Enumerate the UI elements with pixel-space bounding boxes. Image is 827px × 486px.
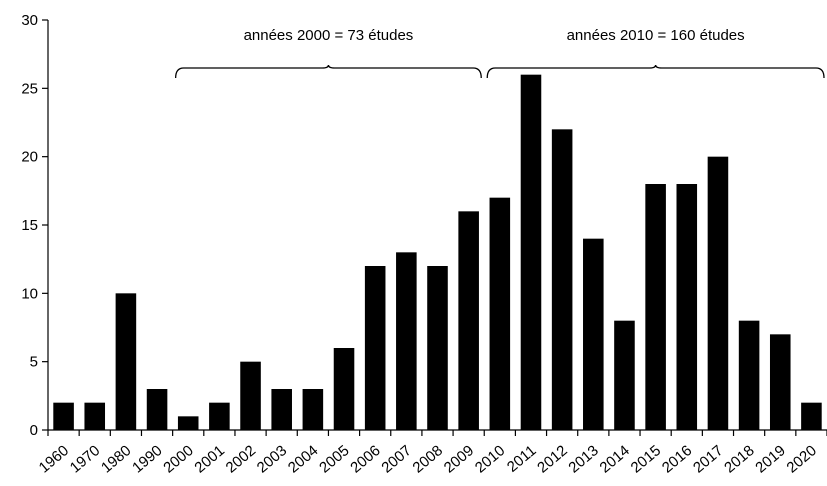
x-tick-label: 2004 xyxy=(285,442,321,476)
bar-2010 xyxy=(489,197,511,430)
bar-2019 xyxy=(769,334,791,430)
bar-2017 xyxy=(707,156,729,430)
x-tick-label: 2017 xyxy=(690,442,726,476)
x-tick-label: 2007 xyxy=(378,442,414,476)
x-tick-label: 2013 xyxy=(565,442,601,476)
bar-2004 xyxy=(302,389,324,430)
bar-1980 xyxy=(115,293,137,430)
x-tick-label: 1960 xyxy=(36,442,72,476)
y-tick-label: 10 xyxy=(21,285,38,302)
brace-label-2: années 2010 = 160 études xyxy=(567,27,745,44)
y-tick-label: 0 xyxy=(30,422,38,439)
bar-2009 xyxy=(458,211,479,430)
bar-2008 xyxy=(427,266,448,430)
bar-2018 xyxy=(738,320,760,430)
bar-2003 xyxy=(271,389,292,430)
bar-2001 xyxy=(209,402,230,430)
x-tick-label: 2002 xyxy=(223,442,259,476)
x-tick-label: 2001 xyxy=(191,442,227,476)
x-tick-label: 2012 xyxy=(534,442,570,476)
x-tick-label: 2009 xyxy=(441,442,477,476)
bar-1960 xyxy=(53,402,74,430)
x-tick-label: 2006 xyxy=(347,442,383,476)
bar-2016 xyxy=(676,184,698,430)
bar-2011 xyxy=(520,74,542,431)
bar-2013 xyxy=(583,238,604,430)
bar-1970 xyxy=(84,402,106,430)
bars xyxy=(53,74,822,431)
bar-2002 xyxy=(240,361,261,430)
brace-label-1: années 2000 = 73 études xyxy=(244,27,414,44)
x-tick-label: 1980 xyxy=(98,442,134,476)
y-tick-label: 20 xyxy=(21,149,38,166)
x-tick-label: 2016 xyxy=(659,442,695,476)
x-tick-label: 2005 xyxy=(316,442,352,476)
bar-2012 xyxy=(551,129,573,431)
x-tick-label: 2000 xyxy=(160,442,196,476)
bar-1990 xyxy=(146,389,168,430)
y-tick-label: 5 xyxy=(30,354,38,371)
bar-2020 xyxy=(801,402,822,430)
bar-2014 xyxy=(614,320,635,430)
x-tick-label: 2020 xyxy=(783,442,819,476)
x-tick-label: 2008 xyxy=(410,442,446,476)
x-tick-label: 2018 xyxy=(721,442,757,476)
x-tick-label: 2003 xyxy=(254,442,290,476)
y-tick-label: 25 xyxy=(21,80,38,97)
y-axis: 0 5 10 15 20 25 30 xyxy=(21,12,49,439)
x-tick-label: 2010 xyxy=(472,442,508,476)
bar-2006 xyxy=(364,266,386,430)
x-tick-label: 2019 xyxy=(752,442,788,476)
bar-2007 xyxy=(396,252,417,430)
y-tick-label: 30 xyxy=(21,12,38,29)
x-axis: 1960197019801990200020012002200320042005… xyxy=(36,429,827,477)
x-tick-label: 2011 xyxy=(504,442,540,476)
annotations: années 2000 = 73 études années 2010 = 160… xyxy=(174,27,825,79)
x-tick-label: 2015 xyxy=(628,442,664,476)
x-tick-label: 1970 xyxy=(67,442,103,476)
x-tick-label: 2014 xyxy=(597,442,633,476)
bar-2015 xyxy=(645,184,666,430)
brace-2 xyxy=(486,64,825,79)
brace-1 xyxy=(174,64,482,79)
y-tick-label: 15 xyxy=(21,217,38,234)
x-tick-label: 1990 xyxy=(129,442,165,476)
bar-2005 xyxy=(333,348,355,430)
bar-2000 xyxy=(177,416,199,430)
